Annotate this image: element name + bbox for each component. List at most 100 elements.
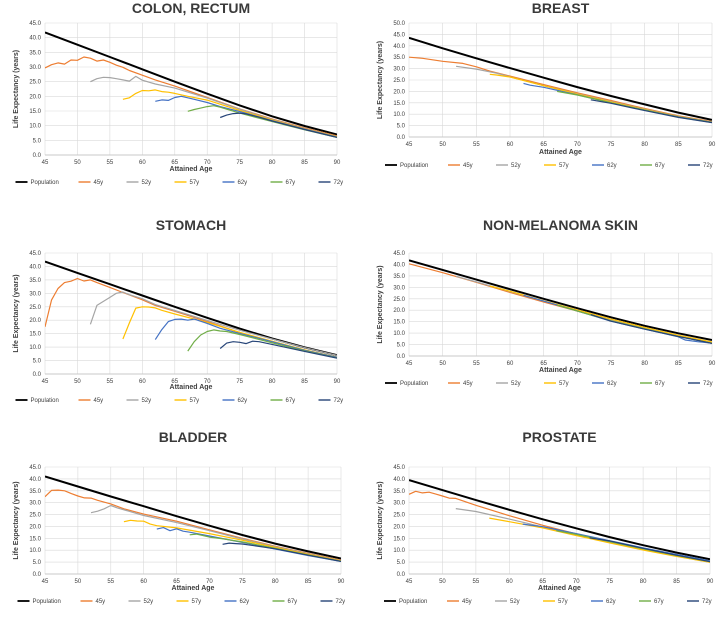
x-tick-label: 60	[507, 142, 514, 148]
x-tick-label: 45	[42, 579, 49, 585]
y-tick-label: 45.0	[393, 251, 405, 257]
series-line-population	[45, 260, 337, 357]
legend-label: 45y	[463, 381, 473, 387]
legend-label: Population	[400, 163, 428, 169]
series-line-population	[45, 475, 341, 560]
legend-label: 45y	[96, 599, 106, 605]
x-tick-label: 65	[173, 579, 180, 585]
legend-label: 67y	[286, 180, 296, 186]
legend-label: 67y	[655, 381, 665, 387]
legend-label: 52y	[144, 599, 154, 605]
y-tick-label: 20.0	[29, 318, 41, 324]
x-tick-label: 80	[269, 379, 276, 385]
series-line-57y	[122, 89, 337, 138]
y-tick-label: 15.0	[29, 536, 41, 542]
x-axis-label: Attained Age	[539, 149, 582, 156]
chart-title: BREAST	[532, 0, 590, 16]
chart-panel: NON-MELANOMA SKIN 0.0 5.0 10.0 15.0 20.0 25.0 3…	[377, 217, 716, 387]
series-line-52y	[90, 504, 341, 562]
x-tick-label: 50	[439, 361, 446, 367]
y-tick-label: 30.0	[393, 67, 405, 73]
y-axis-label: Life Expectancy (years)	[377, 481, 384, 559]
y-tick-label: 20.0	[393, 308, 405, 314]
series-line-population	[409, 259, 712, 341]
y-tick-label: 5.0	[33, 138, 42, 144]
series-line-population	[409, 36, 712, 121]
y-tick-label: 10.0	[29, 124, 41, 130]
x-tick-label: 55	[107, 379, 114, 385]
chart-panel: PROSTATE 0.0 5.0 10.0 15.0 20.0 25.0 30.0 35.0 40…	[377, 429, 714, 605]
legend-label: 62y	[607, 163, 617, 169]
legend-label: 62y	[238, 180, 248, 186]
series-line-72y	[222, 542, 341, 562]
x-tick-label: 70	[204, 160, 211, 166]
x-tick-label: 85	[673, 579, 680, 585]
legend-label: 67y	[288, 599, 298, 605]
y-tick-label: 5.0	[33, 359, 42, 365]
x-tick-label: 55	[107, 579, 114, 585]
y-tick-label: 40.0	[393, 262, 405, 268]
legend-label: 52y	[511, 381, 521, 387]
legend-label: 62y	[240, 599, 250, 605]
x-tick-label: 65	[540, 142, 547, 148]
x-tick-label: 60	[507, 361, 514, 367]
y-tick-label: 10.0	[393, 112, 405, 118]
legend-label: 57y	[559, 163, 569, 169]
x-tick-label: 65	[540, 361, 547, 367]
y-tick-label: 40.0	[29, 264, 41, 270]
x-tick-label: 90	[334, 379, 341, 385]
y-axis-label: Life Expectancy (years)	[13, 481, 20, 559]
x-tick-label: 75	[239, 579, 246, 585]
x-tick-label: 60	[139, 160, 146, 166]
y-tick-label: 45.0	[29, 251, 41, 257]
x-tick-label: 65	[171, 379, 178, 385]
series-line-72y	[590, 314, 712, 344]
x-tick-label: 70	[573, 579, 580, 585]
x-axis-label: Attained Age	[170, 384, 213, 391]
series-line-72y	[589, 537, 710, 563]
series-line-52y	[89, 291, 337, 356]
x-tick-label: 80	[269, 160, 276, 166]
y-tick-label: 0.0	[397, 354, 406, 360]
legend-label: 57y	[190, 398, 200, 404]
chart-panel: BLADDER 0.0 5.0 10.0 15.0 20.0 25.0 30.0 35.0 40.…	[13, 429, 345, 605]
series-line-45y	[45, 489, 341, 561]
y-tick-label: 5.0	[397, 560, 406, 566]
x-tick-label: 55	[107, 160, 114, 166]
y-tick-label: 40.0	[29, 477, 41, 483]
x-tick-label: 45	[42, 379, 49, 385]
chart-title: NON-MELANOMA SKIN	[483, 217, 638, 233]
legend-label: 57y	[559, 381, 569, 387]
series-line-67y	[187, 329, 337, 359]
x-tick-label: 90	[707, 579, 714, 585]
y-tick-label: 20.0	[393, 524, 405, 530]
x-tick-label: 80	[272, 579, 279, 585]
chart-title: BLADDER	[159, 429, 227, 445]
y-tick-label: 45.0	[29, 21, 41, 27]
y-tick-label: 10.0	[393, 331, 405, 337]
legend-label: 72y	[703, 381, 713, 387]
y-axis-label: Life Expectancy (years)	[13, 50, 20, 128]
y-tick-label: 20.0	[29, 524, 41, 530]
y-tick-label: 35.0	[393, 55, 405, 61]
x-tick-label: 90	[709, 142, 716, 148]
y-tick-label: 35.0	[393, 274, 405, 280]
legend-label: 57y	[558, 599, 568, 605]
legend-label: 57y	[190, 180, 200, 186]
y-tick-label: 15.0	[393, 320, 405, 326]
y-tick-label: 15.0	[29, 109, 41, 115]
x-tick-label: 65	[171, 160, 178, 166]
x-tick-label: 60	[506, 579, 513, 585]
legend-label: 67y	[655, 163, 665, 169]
y-tick-label: 5.0	[397, 343, 406, 349]
x-tick-label: 70	[206, 579, 213, 585]
x-axis-label: Attained Age	[170, 166, 213, 173]
legend-label: 57y	[192, 599, 202, 605]
x-tick-label: 70	[574, 142, 581, 148]
x-tick-label: 50	[74, 379, 81, 385]
x-tick-label: 90	[338, 579, 345, 585]
legend-label: 72y	[334, 398, 344, 404]
legend-label: 52y	[142, 180, 152, 186]
chart-title: PROSTATE	[522, 429, 596, 445]
x-tick-label: 60	[140, 579, 147, 585]
